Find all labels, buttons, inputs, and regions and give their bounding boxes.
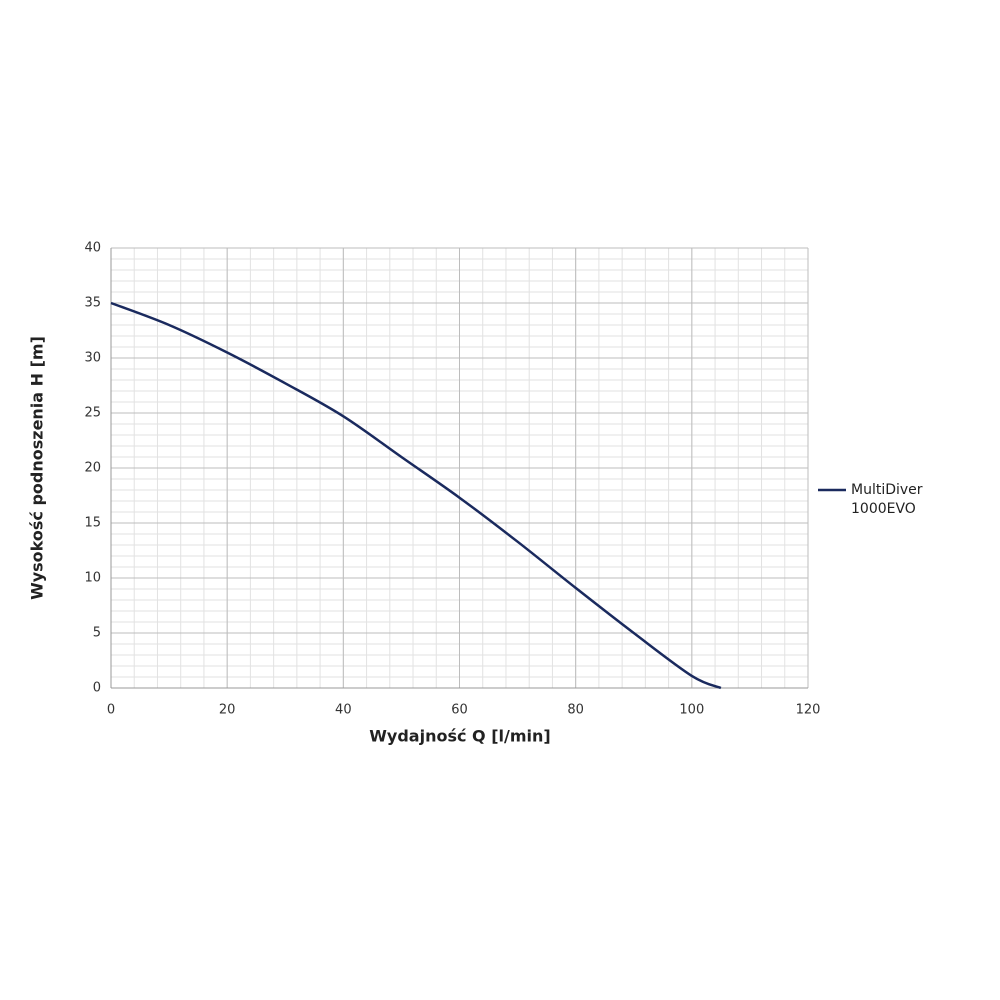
y-tick-label: 20	[84, 461, 101, 476]
y-tick-label: 5	[93, 626, 101, 641]
x-tick-label: 40	[335, 703, 352, 718]
x-tick-label: 80	[567, 703, 584, 718]
y-tick-label: 0	[93, 681, 101, 696]
y-tick-label: 35	[84, 296, 101, 311]
y-tick-label: 30	[84, 351, 101, 366]
x-tick-label: 0	[107, 703, 115, 718]
y-axis-title: Wysokość podnoszenia H [m]	[28, 336, 47, 600]
x-tick-label: 120	[796, 703, 821, 718]
legend-label: MultiDiver 1000EVO	[851, 482, 923, 517]
y-tick-label: 40	[84, 241, 101, 256]
series-line	[110, 301, 722, 690]
x-tick-label: 60	[451, 703, 468, 718]
y-tick-label: 10	[84, 571, 101, 586]
x-tick-label: 100	[679, 703, 704, 718]
y-tick-label: 15	[84, 516, 101, 531]
y-tick-label: 25	[84, 406, 101, 421]
x-axis-title: Wydajność Q [l/min]	[369, 727, 550, 746]
x-tick-label: 20	[219, 703, 236, 718]
